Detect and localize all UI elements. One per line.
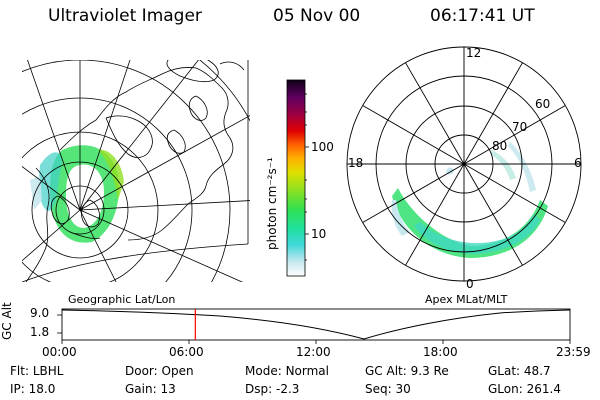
- timeline-xtick-0000: 00:00: [42, 345, 77, 359]
- mlt-label-12: 12: [466, 46, 482, 60]
- timeline-ylabel: GC Alt: [0, 302, 14, 340]
- info-seq: Seq: 30: [365, 382, 411, 396]
- colorbar-tick-100: 100: [311, 140, 334, 154]
- gc-altitude-curve: [61, 309, 571, 340]
- instrument-title: Ultraviolet Imager: [48, 6, 202, 26]
- geographic-caption: Geographic Lat/Lon: [68, 293, 176, 306]
- info-gain: Gain: 13: [125, 382, 176, 396]
- observation-date: 05 Nov 00: [273, 6, 361, 26]
- colorbar: [286, 79, 306, 277]
- auroral-emission-geographic: [30, 145, 124, 243]
- colorbar-ticks: [305, 93, 309, 261]
- colorbar-tick-10: 10: [311, 227, 327, 241]
- timeline-xtick-1200: 12:00: [296, 345, 331, 359]
- apex-caption: Apex MLat/MLT: [425, 293, 508, 306]
- auroral-emission-polar: [391, 142, 548, 258]
- mlt-label-0: 0: [466, 277, 474, 291]
- geographic-map: [22, 60, 250, 282]
- timeline-ytick-1.8: 1.8: [30, 325, 50, 339]
- mlat-label-60: 60: [535, 97, 551, 111]
- timeline-xtick-2359: 23:59: [556, 345, 591, 359]
- info-door: Door: Open: [125, 364, 194, 378]
- timeline-ytick-9: 9.0: [30, 306, 50, 320]
- info-glon: GLon: 261.4: [488, 382, 561, 396]
- info-glat: GLat: 48.7: [488, 364, 551, 378]
- timeline-yticks: [57, 314, 62, 334]
- mlat-label-80: 80: [492, 139, 508, 153]
- timeline-plot: [57, 308, 571, 344]
- info-mode: Mode: Normal: [245, 364, 329, 378]
- polar-plot: [346, 46, 582, 282]
- info-gc-alt: GC Alt: 9.3 Re: [365, 364, 449, 378]
- mlat-label-70: 70: [512, 120, 528, 134]
- mlt-label-6: 6: [574, 156, 582, 170]
- timeline-xticks: [61, 340, 571, 344]
- info-ip: IP: 18.0: [10, 382, 56, 396]
- mlt-label-18: 18: [348, 156, 364, 170]
- timeline-xtick-1800: 18:00: [423, 345, 458, 359]
- info-dsp: Dsp: -2.3: [245, 382, 300, 396]
- info-flt: Flt: LBHL: [10, 364, 64, 378]
- colorbar-unit-label: photon cm⁻²s⁻¹: [265, 157, 279, 250]
- timeline-xtick-0600: 06:00: [169, 345, 204, 359]
- observation-time: 06:17:41 UT: [430, 6, 535, 26]
